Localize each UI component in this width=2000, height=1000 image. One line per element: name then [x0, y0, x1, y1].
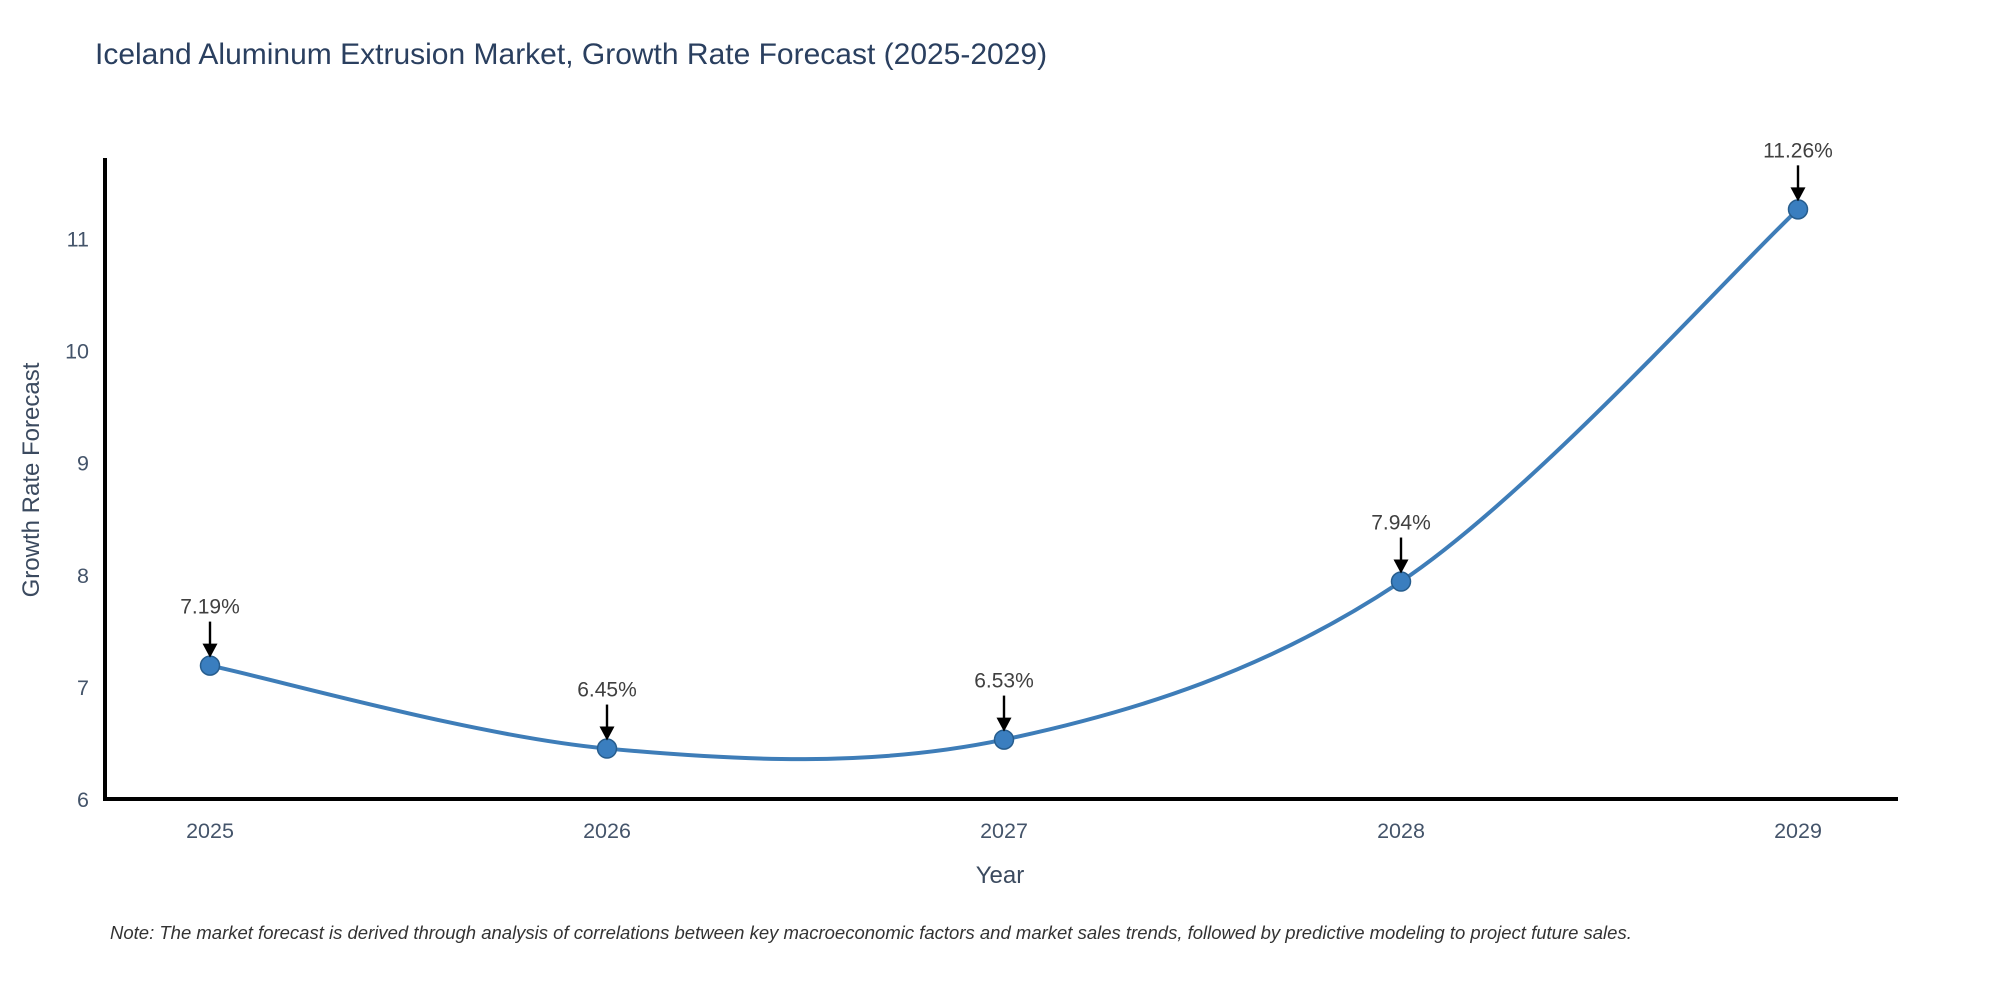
annotation-arrowhead: [599, 726, 615, 741]
y-tick-label: 7: [77, 676, 89, 700]
annotation-arrowhead: [996, 717, 1012, 732]
data-point-2028[interactable]: [1390, 571, 1412, 592]
data-point-2025[interactable]: [199, 655, 221, 676]
point-label: 7.19%: [180, 596, 240, 619]
y-tick-label: 8: [77, 564, 89, 588]
point-label: 6.53%: [974, 670, 1034, 693]
point-label: 7.94%: [1371, 512, 1431, 535]
x-axis-title: Year: [975, 862, 1025, 889]
y-tick-label: 6: [77, 788, 89, 812]
chart-title: Iceland Aluminum Extrusion Market, Growt…: [95, 38, 1048, 71]
data-point-2026[interactable]: [596, 738, 618, 759]
x-tick-label: 2027: [980, 819, 1028, 843]
y-tick-label: 11: [67, 228, 89, 252]
x-tick-label: 2028: [1377, 819, 1425, 843]
data-point-2027[interactable]: [993, 729, 1015, 750]
annotation-arrowhead: [1790, 187, 1806, 202]
x-tick-label: 2029: [1774, 819, 1822, 843]
footnote: Note: The market forecast is derived thr…: [110, 922, 1632, 943]
y-tick-label: 9: [77, 452, 89, 476]
annotation-arrowhead: [202, 643, 218, 658]
point-label: 11.26%: [1763, 139, 1833, 162]
x-tick-label: 2025: [186, 819, 234, 843]
data-point-2029[interactable]: [1787, 199, 1809, 220]
y-tick-label: 10: [65, 340, 89, 364]
annotation-arrowhead: [1393, 559, 1409, 574]
x-tick-label: 2026: [583, 819, 631, 843]
point-label: 6.45%: [577, 679, 637, 702]
